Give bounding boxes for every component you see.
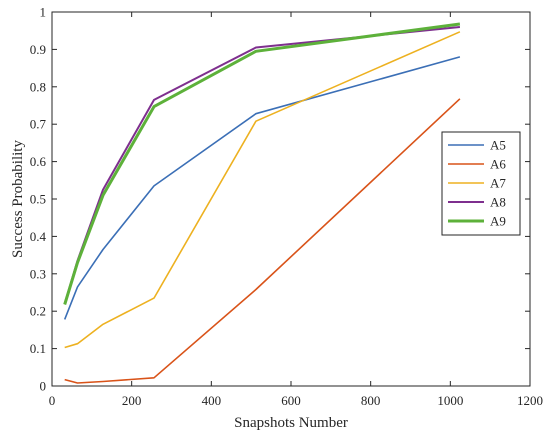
y-axis-label: Success Probability	[10, 140, 26, 258]
y-tick-label: 0.2	[30, 304, 46, 319]
y-tick-label: 0.9	[30, 42, 46, 57]
y-tick-label: 0.4	[30, 229, 47, 244]
x-tick-label: 1000	[437, 393, 463, 408]
legend-label: A8	[490, 195, 506, 210]
y-tick-label: 0.6	[30, 154, 47, 169]
x-tick-label: 600	[281, 393, 301, 408]
x-tick-label: 800	[361, 393, 381, 408]
series-lines	[63, 22, 461, 384]
y-tick-label: 1	[40, 5, 47, 20]
y-tick-label: 0	[40, 379, 47, 394]
series-line-a7	[64, 31, 461, 349]
series-line-a5	[63, 56, 461, 320]
legend-label: A7	[490, 176, 506, 191]
y-tick-label: 0.7	[30, 117, 47, 132]
x-tick-label: 200	[122, 393, 142, 408]
y-tick-label: 0.5	[30, 192, 46, 207]
y-tick-label: 0.1	[30, 341, 46, 356]
series-line-a6	[64, 98, 461, 384]
x-tick-label: 0	[49, 393, 56, 408]
x-tick-label: 400	[202, 393, 222, 408]
axis-ticks: 0 200 400 600 800 1000 1200 0 0.1 0.2 0.3 0.4 0.5 0.6…	[30, 5, 543, 409]
legend-label: A9	[490, 214, 506, 229]
x-axis-label: Snapshots Number	[234, 415, 348, 431]
legend: A5 A6 A7 A8 A9	[441, 131, 521, 236]
y-tick-label: 0.3	[30, 266, 46, 281]
x-tick-label: 1200	[517, 393, 543, 408]
legend-label: A5	[490, 138, 506, 153]
series-line-a9	[63, 22, 461, 305]
legend-label: A6	[490, 157, 506, 172]
y-tick-label: 0.8	[30, 79, 46, 94]
